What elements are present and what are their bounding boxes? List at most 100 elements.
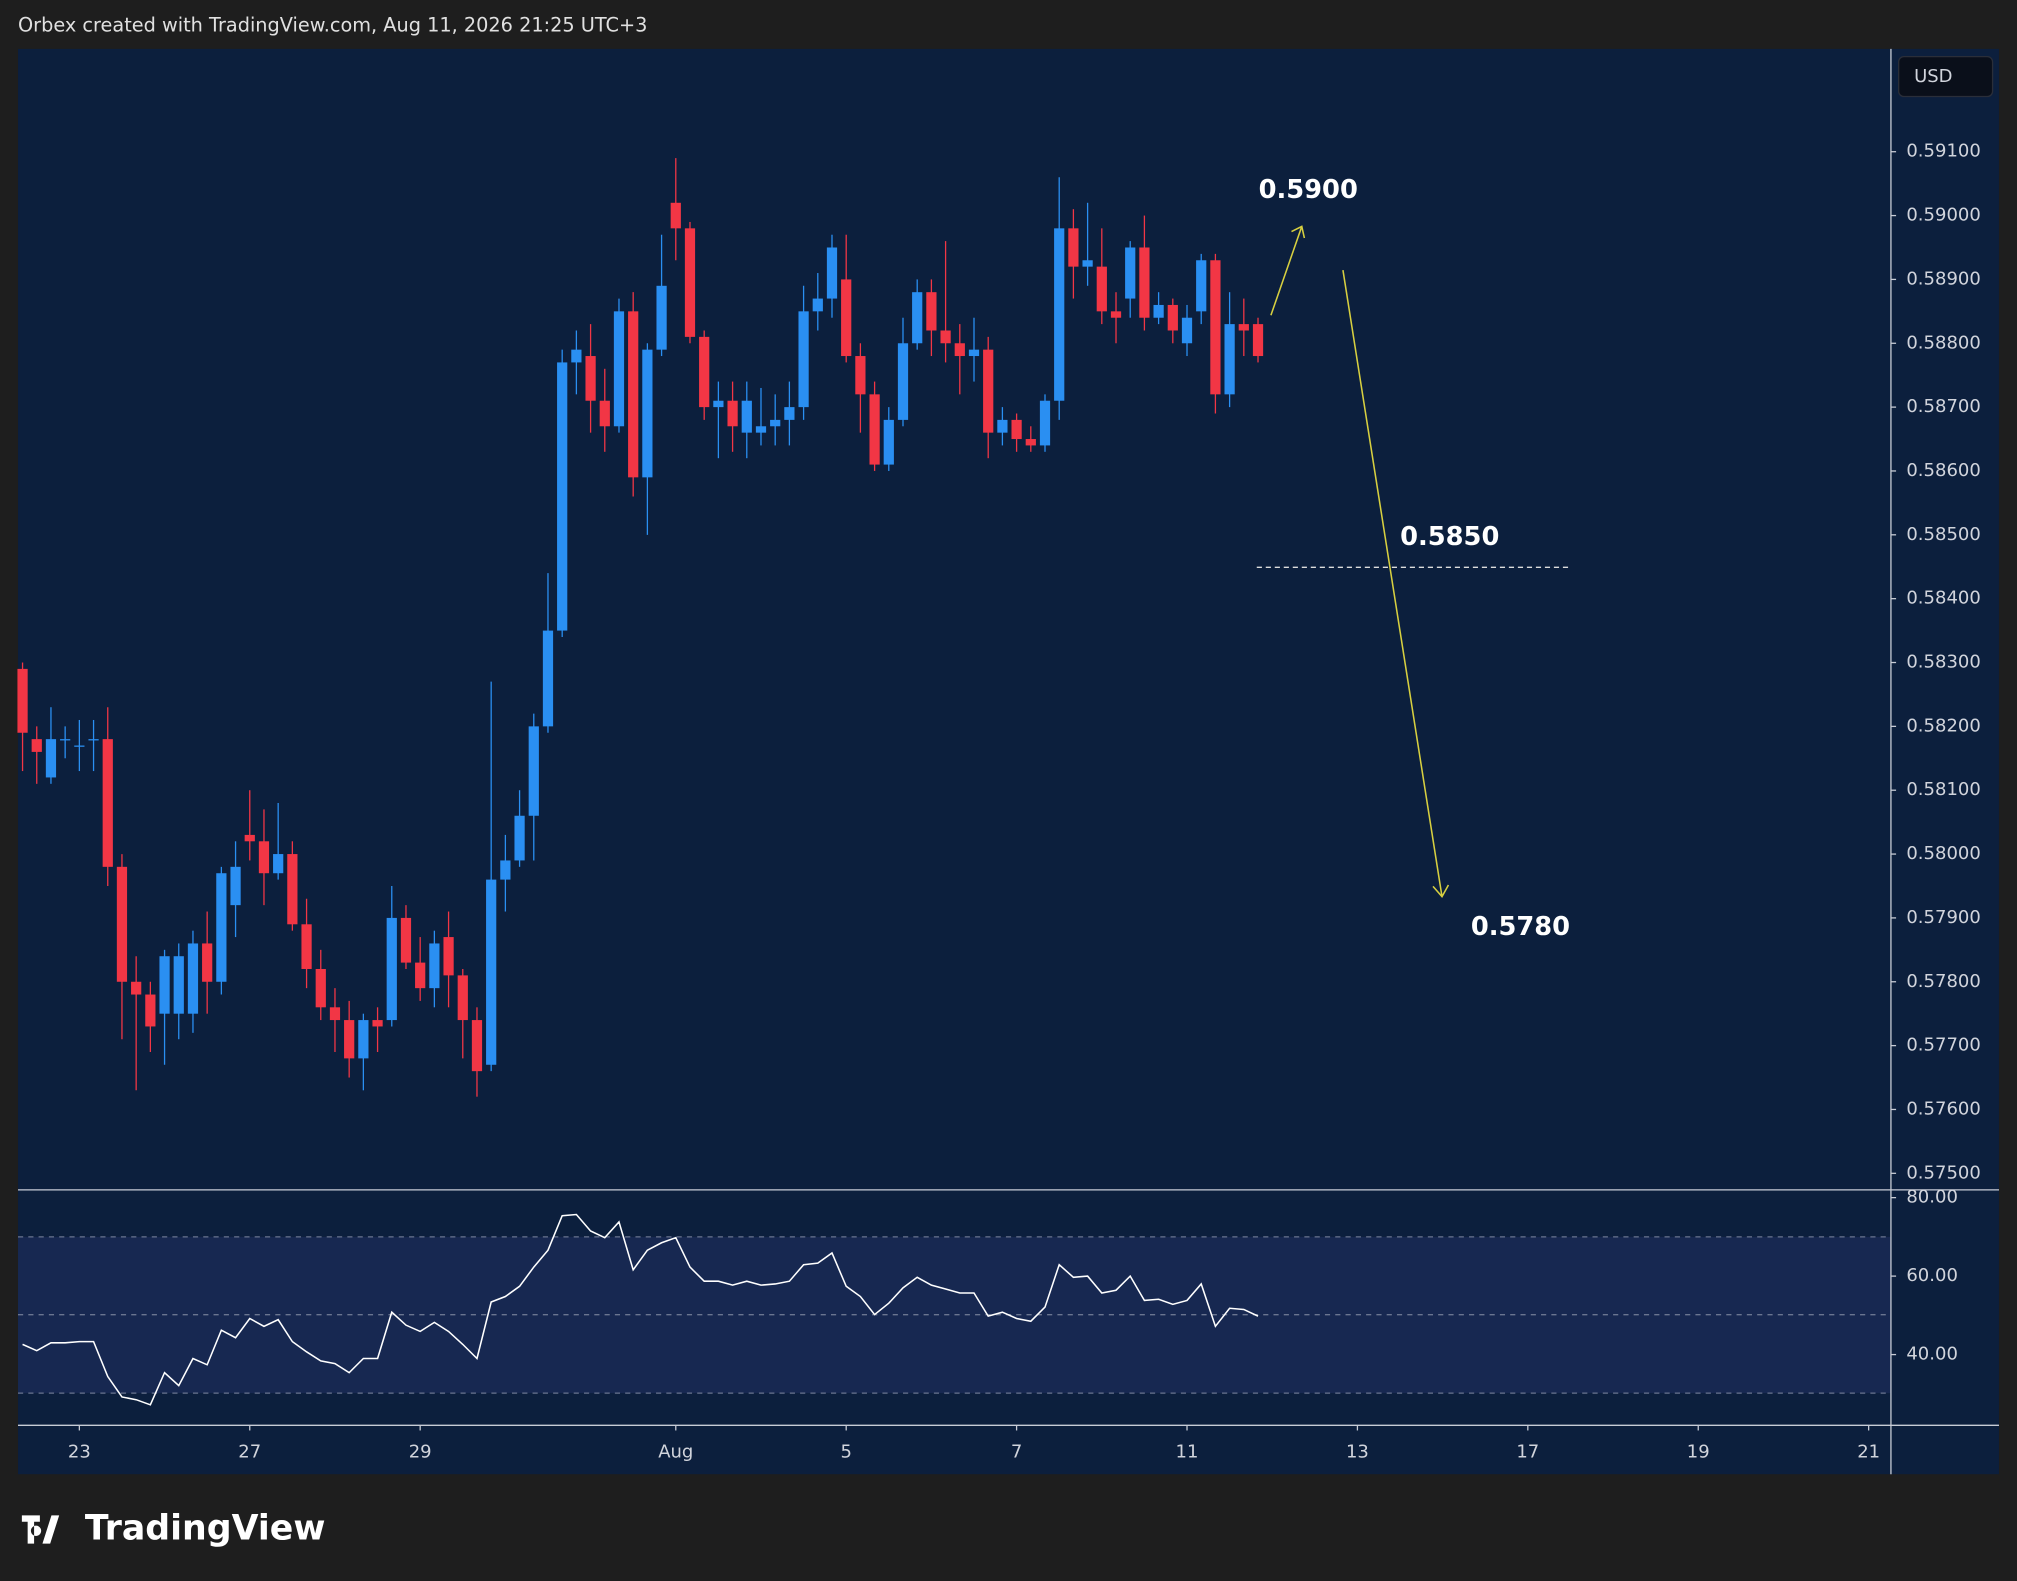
y-tick-label: 0.59100	[1906, 141, 1980, 162]
candle-body	[571, 349, 582, 363]
y-tick-label: 0.58000	[1906, 843, 1980, 864]
time-axis	[18, 1425, 1999, 1475]
y-tick-label: 80.00	[1906, 1187, 1958, 1208]
candle-body	[557, 362, 568, 631]
candle-body	[1054, 228, 1065, 401]
candle-body	[287, 854, 298, 925]
candle-body	[770, 419, 781, 427]
y-tick-label: 0.58700	[1906, 396, 1980, 417]
brand-logo: TradingView	[21, 1509, 325, 1549]
candle-body	[471, 1020, 483, 1072]
candle-body	[1153, 304, 1164, 318]
price-axis	[1890, 48, 1999, 1426]
y-tick-label: 0.58400	[1906, 588, 1980, 609]
annotation: 0.5780	[1471, 912, 1570, 942]
candle-body	[727, 400, 738, 427]
candle-body	[528, 726, 539, 816]
candle-body	[159, 956, 170, 1014]
candle-body	[869, 394, 880, 465]
candle-body	[1238, 324, 1249, 331]
candle-body	[1224, 324, 1235, 395]
candle-body	[60, 739, 71, 741]
candle-body	[301, 924, 312, 969]
candle-body	[826, 247, 838, 299]
candle-body	[31, 739, 42, 752]
y-tick-label: 0.58100	[1906, 779, 1980, 800]
candle-body	[599, 400, 610, 427]
candle-body	[116, 866, 128, 982]
candle-body	[102, 739, 113, 867]
candle-body	[1181, 317, 1193, 344]
candle-body	[216, 873, 227, 982]
candle-body	[415, 962, 426, 989]
candle-body	[642, 349, 653, 478]
candle-body	[1196, 260, 1207, 312]
candle-body	[429, 943, 440, 989]
candle-body	[1210, 260, 1221, 395]
rsi-line	[22, 1213, 1259, 1406]
x-tick-label: 23	[68, 1441, 91, 1462]
candle-body	[145, 994, 156, 1027]
header: Orbex created with TradingView.com, Aug …	[18, 13, 647, 36]
candle-body	[897, 343, 909, 420]
y-tick-label: 0.57800	[1906, 971, 1980, 992]
candle-body	[358, 1020, 369, 1059]
arrow-up	[1270, 226, 1303, 316]
candle-body	[1025, 439, 1036, 446]
y-tick-label: 0.58800	[1906, 332, 1980, 353]
y-tick-label: 0.58200	[1906, 715, 1980, 736]
candle-body	[784, 407, 795, 420]
candle-body	[131, 981, 142, 995]
candle-body	[1068, 228, 1079, 267]
x-tick-label: 21	[1857, 1441, 1880, 1462]
candle-body	[812, 298, 823, 312]
candle-body	[329, 1007, 341, 1021]
candle-body	[798, 311, 809, 408]
y-tick-label: 0.58600	[1906, 460, 1980, 481]
x-tick-label: 11	[1176, 1441, 1199, 1462]
x-tick-label: 13	[1346, 1441, 1369, 1462]
candle-body	[926, 292, 937, 331]
arrow-head	[1291, 225, 1306, 239]
candle-body	[983, 349, 994, 433]
candle-body	[542, 630, 554, 727]
y-tick-label: 40.00	[1906, 1344, 1958, 1365]
candle-body	[187, 943, 199, 1014]
candle-body	[17, 668, 28, 733]
y-tick-label: 0.57500	[1906, 1162, 1980, 1183]
candle-body	[1011, 419, 1022, 440]
y-tick-label: 0.58300	[1906, 652, 1980, 673]
y-tick-label: 0.58900	[1906, 268, 1980, 289]
candle-body	[585, 356, 596, 401]
y-tick-label: 0.59000	[1906, 205, 1980, 226]
candle-body	[741, 400, 752, 433]
y-tick-label: 0.57600	[1906, 1098, 1980, 1119]
candle-body	[1139, 247, 1150, 318]
candle-body	[202, 943, 213, 982]
candle-body	[1125, 247, 1136, 299]
y-tick-label: 0.57900	[1906, 907, 1980, 928]
candle-body	[372, 1020, 383, 1027]
candle-body	[1096, 266, 1107, 312]
x-tick-label: 17	[1516, 1441, 1539, 1462]
arrow-head	[1432, 884, 1450, 898]
candle-body	[443, 937, 454, 976]
candle-body	[841, 279, 852, 357]
price-pane	[18, 48, 1891, 1190]
candle-body	[1110, 311, 1122, 318]
annotation: 0.5850	[1400, 522, 1499, 552]
candle-body	[1082, 260, 1093, 267]
candle-body	[855, 356, 866, 395]
candle-body	[1039, 400, 1051, 446]
y-tick-label: 0.58500	[1906, 524, 1980, 545]
candle-body	[258, 841, 270, 874]
candle-body	[173, 956, 184, 1014]
candle-body	[486, 879, 497, 1065]
currency-box[interactable]	[1898, 55, 1994, 98]
candle-body	[968, 349, 980, 357]
x-tick-label: 5	[840, 1441, 851, 1462]
candle-body	[514, 815, 525, 861]
x-tick-label: Aug	[658, 1441, 693, 1462]
candle-body	[315, 968, 326, 1008]
